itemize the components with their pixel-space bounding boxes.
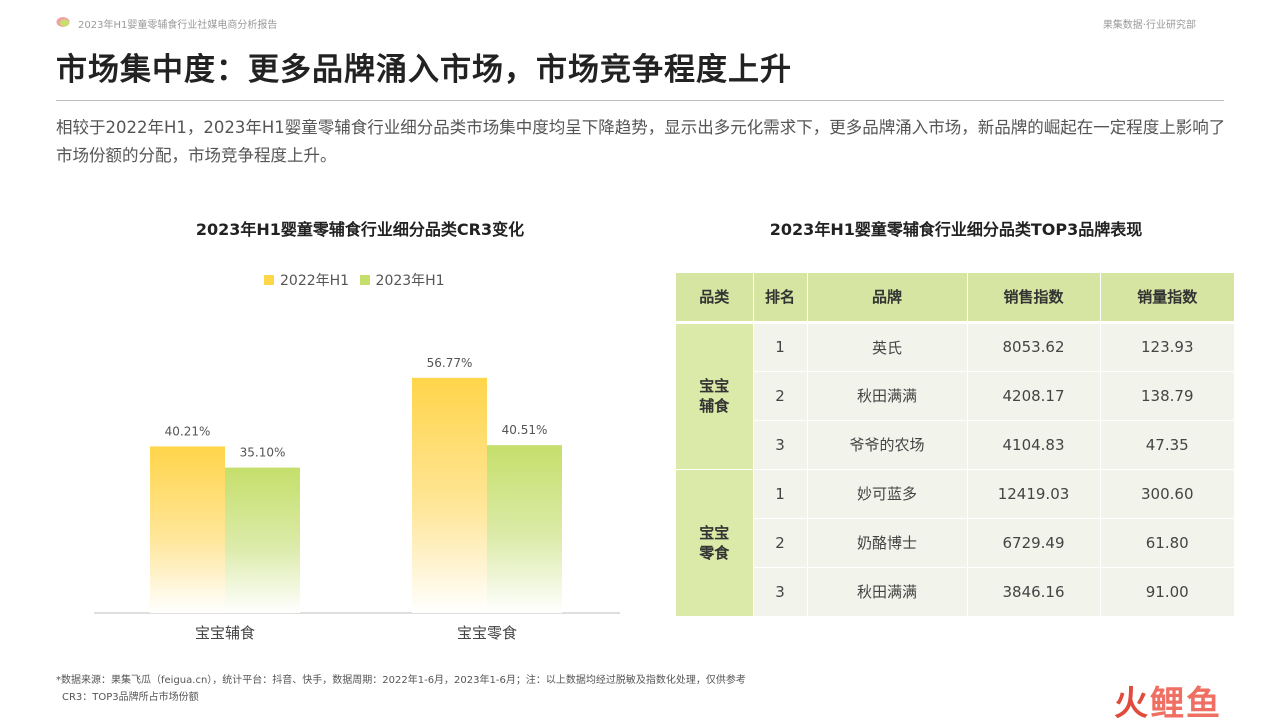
category-line: 零食 [699,543,730,562]
header-sales-index: 销售指数 [967,273,1101,324]
bar-2022h1-1 [150,446,225,613]
data-label: 40.21% [165,424,211,438]
rank-cell: 3 [753,567,808,617]
header-volume-index: 销量指数 [1100,273,1234,324]
bar-2022h1-2 [412,377,487,613]
category-line: 宝宝 [699,377,730,395]
intro-paragraph: 相较于2022年H1，2023年H1婴童零辅食行业细分品类市场集中度均呈下降趋势… [56,118,1226,165]
header-brand: 品牌 [807,273,968,324]
report-name: 2023年H1婴童零辅食行业社媒电商分析报告 [78,20,278,31]
data-label: 40.51% [502,423,548,437]
chart-title: 2023年H1婴童零辅食行业细分品类CR3变化 [195,220,525,239]
sales-index-cell: 3846.16 [967,567,1101,617]
title-divider [56,100,1224,101]
sales-index-cell: 12419.03 [967,469,1101,519]
sales-index-cell: 8053.62 [967,322,1101,372]
legend-label-2023: 2023年H1 [375,273,445,289]
legend-item-2022: 2022年H1 [264,270,349,290]
header-rank: 排名 [753,273,808,324]
page-title: 市场集中度：更多品牌涌入市场，市场竞争程度上升 [56,52,792,88]
table-header-row: 品类 排名 品牌 销售指数 销量指数 [676,273,1234,324]
x-tick-label: 宝宝零食 [457,624,517,642]
footnote-source: *数据来源：果集飞瓜（feigua.cn），统计平台：抖音、快手，数据周期：20… [56,675,746,686]
category-line: 宝宝 [699,523,730,542]
rank-cell: 1 [753,322,808,372]
data-label: 35.10% [240,446,286,460]
table-row: 宝宝 辅食 1 英氏 8053.62 123.93 [676,322,1234,470]
legend-swatch-2023 [359,275,370,285]
table-row: 宝宝 零食 1 妙可蓝多 12419.03 300.60 [676,469,1234,617]
volume-index-cell: 138.79 [1100,371,1234,421]
header-category: 品类 [676,273,754,324]
table-row: 2 秋田满满 4208.17 138.79 [676,371,1234,421]
rank-cell: 1 [753,469,808,519]
bar-2023h1-1 [225,467,300,613]
category-cell: 宝宝 辅食 [676,322,754,470]
watermark-part1: 火 [1114,684,1150,720]
data-label: 56.77% [427,356,473,370]
cr3-bar-chart: 40.21% 35.10% 宝宝辅食 56.77% 40.51% 宝宝零食 [94,356,620,642]
volume-index-cell: 91.00 [1100,567,1234,617]
top-bar: 2023年H1婴童零辅食行业社媒电商分析报告 果集数据·行业研究部 [56,14,1224,32]
table-row: 3 秋田满满 3846.16 91.00 [676,567,1234,617]
rank-cell: 3 [753,420,808,470]
watermark-part2: 鲤鱼 [1150,684,1222,720]
brand-cell: 妙可蓝多 [807,469,968,519]
volume-index-cell: 61.80 [1100,518,1234,568]
sales-index-cell: 4208.17 [967,371,1101,421]
bar-2023h1-2 [487,445,562,613]
top3-brand-table: 品类 排名 品牌 销售指数 销量指数 宝宝 辅食 1 英氏 8053.62 123.93 2… [676,273,1234,617]
table-row: 2 奶酪博士 6729.49 61.80 [676,518,1234,568]
chart-legend: 2022年H1 2023年H1 [264,270,451,290]
rank-cell: 2 [753,518,808,568]
brand-cell: 秋田满满 [807,567,968,617]
sales-index-cell: 6729.49 [967,518,1101,568]
watermark-logo: 火鲤鱼 [1114,676,1222,720]
legend-label-2022: 2022年H1 [280,273,350,289]
volume-index-cell: 300.60 [1100,469,1234,519]
volume-index-cell: 47.35 [1100,420,1234,470]
table-title: 2023年H1婴童零辅食行业细分品类TOP3品牌表现 [769,220,1143,239]
footnotes: *数据来源：果集飞瓜（feigua.cn），统计平台：抖音、快手，数据周期：20… [56,672,746,706]
category-line: 辅食 [699,397,730,415]
category-cell: 宝宝 零食 [676,469,754,617]
legend-swatch-2022 [264,275,274,285]
brand-logo-icon [56,17,70,27]
volume-index-cell: 123.93 [1100,322,1234,372]
x-tick-label: 宝宝辅食 [195,624,255,642]
department-label: 果集数据·行业研究部 [1102,20,1196,31]
table-row: 3 爷爷的农场 4104.83 47.35 [676,420,1234,470]
brand-cell: 爷爷的农场 [807,420,968,470]
rank-cell: 2 [753,371,808,421]
brand-cell: 秋田满满 [807,371,968,421]
footnote-cr3: CR3：TOP3品牌所占市场份额 [62,692,199,703]
brand-cell: 奶酪博士 [807,518,968,568]
legend-item-2023: 2023年H1 [359,270,445,290]
sales-index-cell: 4104.83 [967,420,1101,470]
brand-cell: 英氏 [807,322,968,372]
